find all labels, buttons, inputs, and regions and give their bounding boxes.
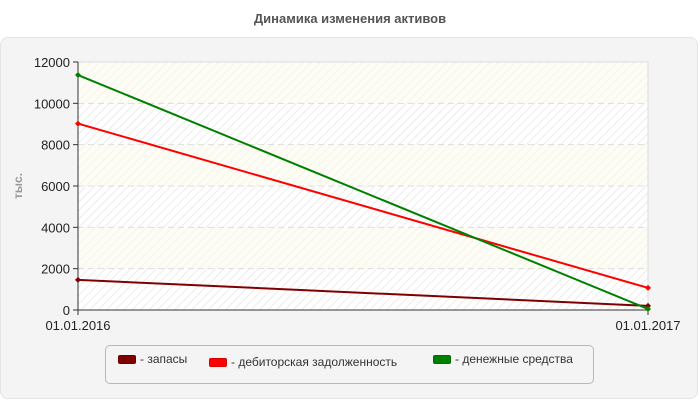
legend-item-debitor[interactable]: - дебиторская задолженность — [209, 355, 397, 369]
y-tick-label: 4000 — [41, 220, 70, 235]
y-tick-label: 6000 — [41, 179, 70, 194]
legend-item-cash[interactable]: - денежные средства — [433, 352, 573, 366]
legend-swatch — [118, 354, 136, 364]
legend: - запасы - дебиторская задолженность - д… — [105, 345, 594, 384]
series-line — [77, 74, 649, 310]
x-tick-label: 01.01.2016 — [45, 318, 110, 333]
gridlines — [78, 102, 648, 270]
legend-label: - денежные средства — [455, 352, 573, 366]
data-point-marker[interactable] — [75, 120, 81, 127]
axes — [73, 61, 649, 315]
legend-label: - запасы — [140, 352, 188, 366]
y-tick-label: 0 — [63, 303, 70, 318]
legend-item-zapasy[interactable]: - запасы — [118, 352, 187, 366]
y-tick-label: 8000 — [41, 138, 70, 153]
y-tick-label: 10000 — [34, 96, 70, 111]
series-line — [77, 278, 649, 307]
series-lines — [75, 72, 651, 312]
y-axis-label: тыс. — [11, 173, 25, 199]
legend-label: - дебиторская задолженность — [231, 355, 398, 369]
data-point-marker[interactable] — [645, 305, 651, 312]
chart-title: Динамика изменения активов — [253, 11, 447, 26]
data-point-marker[interactable] — [645, 284, 651, 291]
data-point-marker[interactable] — [75, 72, 81, 79]
y-tick-label: 12000 — [34, 55, 70, 70]
tick-labels: 0 2000 4000 6000 8000 10000 12000 01.01.2016 01.… — [34, 55, 681, 333]
legend-swatch — [209, 357, 227, 367]
series-line — [77, 122, 649, 289]
y-tick-label: 2000 — [41, 262, 70, 277]
data-point-marker[interactable] — [75, 276, 81, 283]
legend-swatch — [433, 354, 451, 364]
x-tick-label: 01.01.2017 — [615, 318, 680, 333]
